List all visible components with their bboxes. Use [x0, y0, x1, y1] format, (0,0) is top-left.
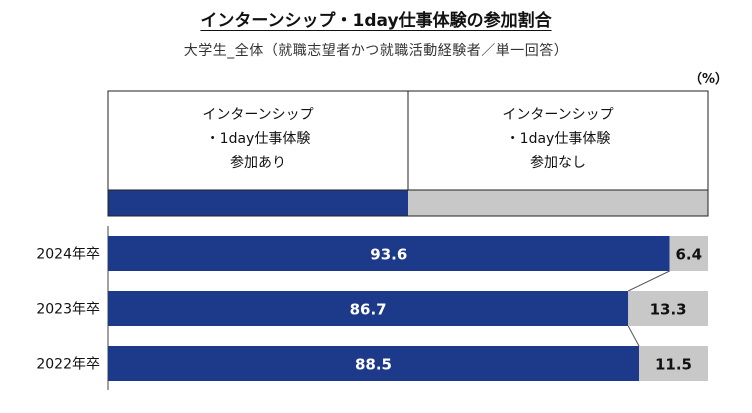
connector-line	[627, 270, 670, 292]
value-label-participated: 86.7	[350, 301, 387, 319]
unit-label: （%）	[688, 72, 728, 87]
value-label-participated: 93.6	[370, 246, 407, 264]
category-label: 2024年卒	[36, 247, 100, 263]
category-label: 2022年卒	[36, 357, 100, 373]
legend-swatch-2	[408, 190, 708, 216]
legend-label-2: インターンシップ・1day仕事体験参加なし	[502, 107, 613, 171]
legend-swatch-1	[108, 190, 408, 216]
category-label: 2023年卒	[36, 302, 100, 318]
bar-not-participated	[628, 291, 708, 326]
chart-subtitle: 大学生_全体（就職志望者かつ就職活動経験者／単一回答）	[183, 43, 569, 59]
value-label-not-participated: 11.5	[655, 356, 692, 374]
legend-swatch-frame	[107, 189, 709, 217]
value-label-participated: 88.5	[355, 356, 392, 374]
value-label-not-participated: 6.4	[676, 246, 703, 264]
value-label-not-participated: 13.3	[650, 301, 687, 319]
connector-line	[627, 325, 640, 347]
bar-participated	[108, 291, 629, 326]
bar-not-participated	[639, 346, 708, 381]
bar-participated	[108, 346, 639, 381]
bar-participated	[108, 236, 670, 271]
chart-title: インターンシップ・1day仕事体験の参加割合	[200, 11, 552, 31]
legend-label-1: インターンシップ・1day仕事体験参加あり	[202, 107, 313, 171]
bar-not-participated	[669, 236, 708, 271]
